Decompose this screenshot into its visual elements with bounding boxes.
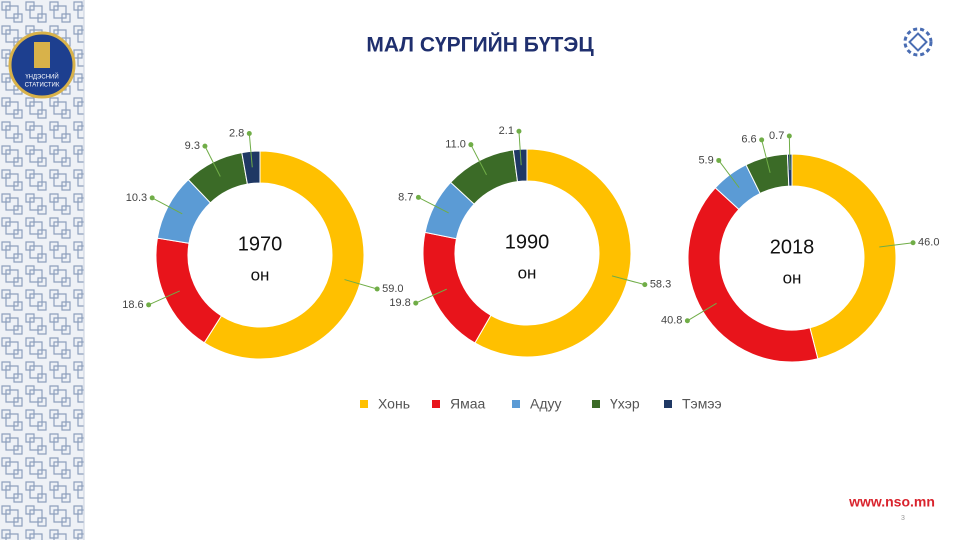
leader-dot [146,302,152,308]
data-label: 11.0 [445,139,466,151]
logo-emblem [34,42,50,68]
donut-slice [474,148,632,358]
legend-swatch [432,400,440,408]
leader-dot [684,318,690,324]
leader-line [204,145,221,177]
leader-dot [642,282,648,288]
leader-dot [415,194,421,200]
leader-dot [468,142,474,148]
data-label: 46.0 [918,237,939,249]
leader-line [788,136,791,171]
legend-label: Үхэр [610,396,640,412]
data-label: 59.0 [382,283,403,295]
legend-swatch [512,400,520,408]
donut-slice [687,187,819,363]
page-number: 3 [901,515,905,522]
charts: 59.0 18.6 10.3 9.3 2.8 1970 он 58.3 19.8 8.7 11.0 2… [122,125,939,363]
donut-slice [422,231,492,344]
leader-dot [786,133,792,139]
legend-swatch [592,400,600,408]
legend: Хонь Ямаа Адуу Үхэр Тэмээ [360,396,722,412]
leader-line [344,279,378,290]
donut-slice [512,148,528,183]
legend-label: Хонь [378,396,410,412]
donut-slice [786,153,793,187]
leader-dot [246,130,252,136]
leader-dot [413,300,419,306]
leader-dot [716,157,722,163]
legend-swatch [664,400,672,408]
legend-label: Ямаа [450,396,486,412]
donut-year: 1990 [505,231,550,253]
leader-dot [374,286,380,292]
data-label: 5.9 [698,154,713,166]
leader-line [718,160,740,188]
donut-slice [241,150,261,185]
leader-line [418,196,449,214]
leader-line [761,139,771,173]
data-label: 19.8 [389,297,410,309]
leader-dot [149,195,155,201]
logo-text: СТАТИСТИК [25,83,60,89]
leader-line [687,302,717,322]
legend-swatch [360,400,368,408]
leader-line [151,197,183,215]
donut-year: 1970 [238,233,283,255]
leader-line [518,131,522,166]
leader-dot [202,143,208,149]
donut-year: 2018 [770,236,815,258]
donut-unit: он [251,265,270,284]
data-label: 2.8 [229,127,244,139]
donut-slice [203,150,365,360]
donut-slice [791,153,897,360]
leader-line [415,288,447,304]
leader-line [611,275,645,286]
leader-line [470,144,487,176]
leader-dot [516,128,522,134]
slide-title: МАЛ СҮРГИЙН БҮТЭЦ [366,33,594,57]
donut-slice [155,237,223,344]
legend-label: Адуу [530,396,562,412]
legend-label: Тэмээ [682,396,722,412]
leader-dot [759,137,765,143]
ornament [903,27,933,57]
logo-text: ҮНДЭСНИЙ [25,73,58,81]
data-label: 18.6 [122,299,143,311]
data-label: 8.7 [398,191,413,203]
footer-url: www.nso.mn [848,494,935,510]
leader-line [148,290,180,306]
data-label: 6.6 [741,134,756,146]
leader-dot [910,240,916,246]
leader-line [248,133,253,168]
data-label: 40.8 [661,315,682,327]
donut-unit: он [518,263,537,282]
data-label: 58.3 [650,279,671,291]
data-label: 9.3 [185,140,200,152]
donut-unit: он [783,268,802,287]
leader-line [879,242,914,248]
data-label: 0.7 [769,130,784,142]
data-label: 2.1 [499,125,514,137]
data-label: 10.3 [126,192,147,204]
